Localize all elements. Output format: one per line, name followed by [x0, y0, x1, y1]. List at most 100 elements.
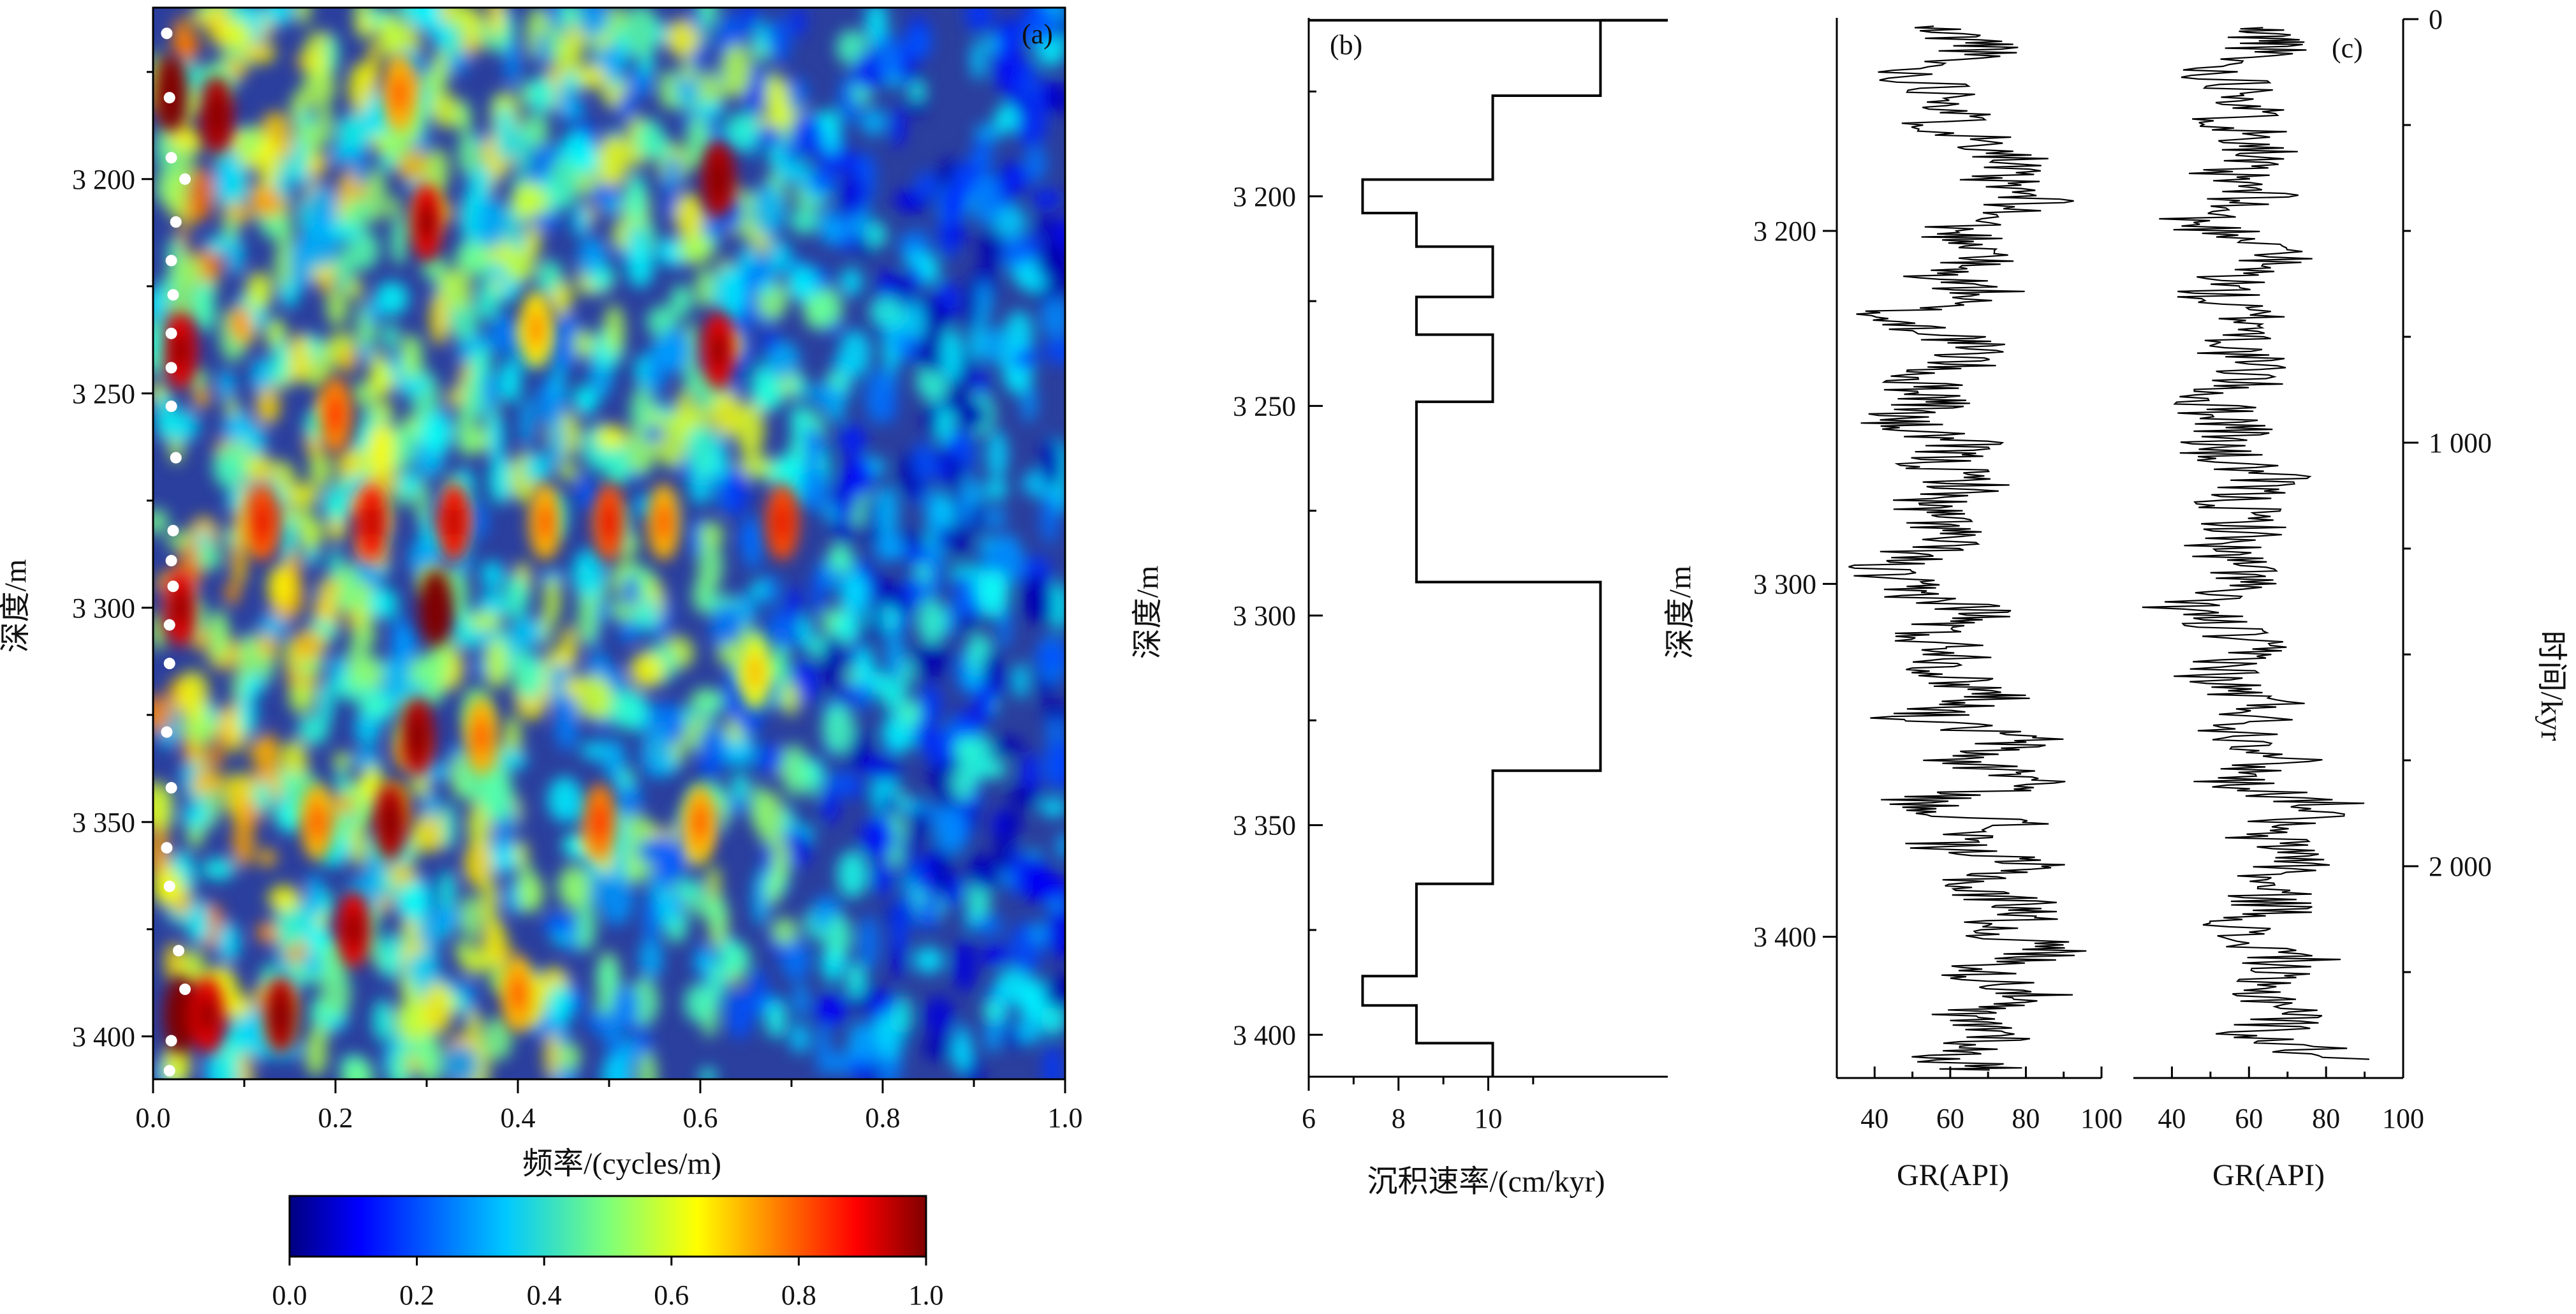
heatmap-cell — [1007, 786, 1041, 808]
heatmap-cell — [263, 730, 277, 784]
heatmap-cell — [964, 667, 982, 689]
heatmap-cell — [558, 461, 578, 482]
heatmap-cell — [861, 107, 887, 137]
heatmap-cell — [894, 189, 922, 210]
heatmap-cell — [657, 237, 685, 265]
heatmap-cell — [1043, 337, 1065, 365]
heatmap-cell — [171, 255, 203, 285]
heatmap-cell — [302, 70, 336, 106]
heatmap-cell — [484, 637, 508, 690]
heatmap-cell — [559, 8, 579, 27]
heatmap-cell — [822, 218, 847, 244]
heatmap-cell — [288, 332, 311, 383]
depth-tick-label: 3 300 — [1753, 568, 1816, 600]
heatmap-cell — [207, 744, 224, 768]
gr-depth-series — [1848, 26, 2087, 1071]
heatmap-cell — [941, 328, 962, 383]
heatmap-cell — [418, 413, 454, 452]
heatmap-cell — [229, 305, 251, 341]
sedimentation-rate-step-curve — [1309, 18, 1668, 1077]
heatmap-cell — [899, 232, 914, 258]
heatmap-cell — [964, 279, 978, 333]
panel-c-right-xlabel: GR(API) — [2212, 1158, 2325, 1192]
heatmap-cell — [869, 296, 904, 327]
heatmap-cell — [997, 235, 1033, 267]
x-tick-label: 8 — [1392, 1103, 1406, 1134]
heatmap-cell — [809, 170, 839, 193]
heatmap-cell — [557, 864, 592, 909]
heatmap-cell — [578, 387, 598, 415]
heatmap-cell — [811, 569, 826, 617]
heatmap-cell — [489, 455, 514, 504]
heatmap-cell — [473, 198, 508, 250]
heatmap-cell — [832, 518, 857, 545]
heatmap-cell — [304, 926, 334, 951]
heatmap-cell — [411, 771, 429, 799]
heatmap-cell — [255, 387, 281, 425]
gr-tick-label-left: 80 — [2012, 1103, 2040, 1134]
heatmap-cell — [325, 33, 339, 74]
heatmap-cell — [512, 647, 527, 697]
ridge-point — [163, 619, 175, 631]
heatmap-cell — [177, 670, 209, 721]
heatmap-cell — [721, 43, 752, 98]
heatmap-cell — [426, 147, 449, 194]
heatmap-cell — [726, 989, 754, 1039]
heatmap-cell — [305, 185, 339, 230]
heatmap-cell — [677, 233, 712, 265]
heatmap-hotspot-core — [510, 974, 526, 1013]
heatmap-cell — [219, 20, 253, 49]
heatmap-cell — [291, 628, 327, 661]
heatmap-cell — [982, 1000, 1005, 1022]
heatmap-cell — [688, 424, 716, 478]
heatmap-cell — [681, 59, 695, 84]
ridge-point — [161, 726, 173, 738]
heatmap-cell — [369, 350, 386, 399]
heatmap-cell — [318, 577, 341, 600]
heatmap-cell — [1050, 581, 1065, 631]
ridge-point — [179, 983, 191, 995]
heatmap-cell — [437, 272, 456, 293]
heatmap-cell — [388, 195, 401, 221]
heatmap-cell — [783, 681, 799, 716]
heatmap-cell — [987, 430, 1008, 480]
heatmap-cell — [414, 808, 448, 853]
heatmap-cell — [619, 815, 654, 841]
heatmap-cell — [822, 108, 841, 155]
heatmap-cell — [693, 898, 721, 918]
panel-b-tag: (b) — [1330, 29, 1362, 61]
heatmap-cell — [839, 330, 871, 378]
heatmap-cell — [485, 846, 520, 871]
heatmap-cell — [1045, 907, 1065, 959]
heatmap-cell — [610, 688, 645, 730]
heatmap-cell — [639, 937, 663, 980]
heatmap-cell — [977, 914, 1003, 937]
ridge-point — [165, 255, 177, 267]
heatmap-cell — [555, 695, 579, 751]
heatmap-cell — [481, 875, 498, 931]
heatmap-cell — [989, 736, 1025, 755]
heatmap-hotspot-core — [172, 996, 188, 1035]
heatmap-cell — [368, 587, 398, 620]
heatmap-hotspot-core — [428, 588, 444, 627]
ridge-point — [170, 452, 182, 464]
heatmap-cell — [850, 1058, 869, 1079]
gr-tick-label-left: 40 — [1860, 1103, 1888, 1134]
heatmap-cell — [975, 281, 992, 325]
heatmap-cell — [337, 447, 365, 478]
heatmap-cell — [622, 8, 659, 57]
heatmap-cell — [790, 206, 820, 235]
heatmap-cell — [424, 790, 439, 822]
x-tick-label: 0.2 — [318, 1102, 353, 1133]
heatmap-cell — [825, 914, 852, 958]
heatmap-cell — [523, 452, 552, 484]
heatmap-cell — [320, 968, 351, 1019]
heatmap-cell — [974, 689, 994, 724]
heatmap-cell — [515, 126, 531, 176]
heatmap-cell — [753, 376, 786, 411]
heatmap-cell — [902, 575, 927, 607]
heatmap-cell — [1032, 189, 1062, 209]
panel-b: 3 200 3 250 3 300 3 350 3 400 6 8 10 (b) 沉积速率/(… — [1131, 18, 1668, 1199]
heatmap-cell — [251, 188, 284, 218]
heatmap-cell — [777, 159, 811, 184]
